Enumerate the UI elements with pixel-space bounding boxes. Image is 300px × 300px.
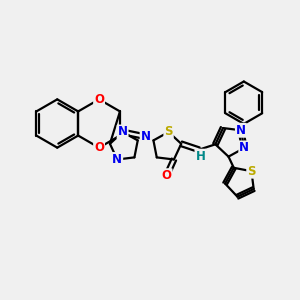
Text: S: S: [164, 125, 173, 139]
Text: O: O: [94, 141, 104, 154]
Text: N: N: [236, 124, 246, 137]
Text: N: N: [141, 130, 151, 143]
Text: N: N: [118, 125, 128, 139]
Text: O: O: [94, 93, 104, 106]
Text: O: O: [162, 169, 172, 182]
Text: N: N: [239, 141, 249, 154]
Text: S: S: [247, 165, 256, 178]
Text: H: H: [195, 150, 205, 163]
Text: N: N: [112, 153, 122, 166]
